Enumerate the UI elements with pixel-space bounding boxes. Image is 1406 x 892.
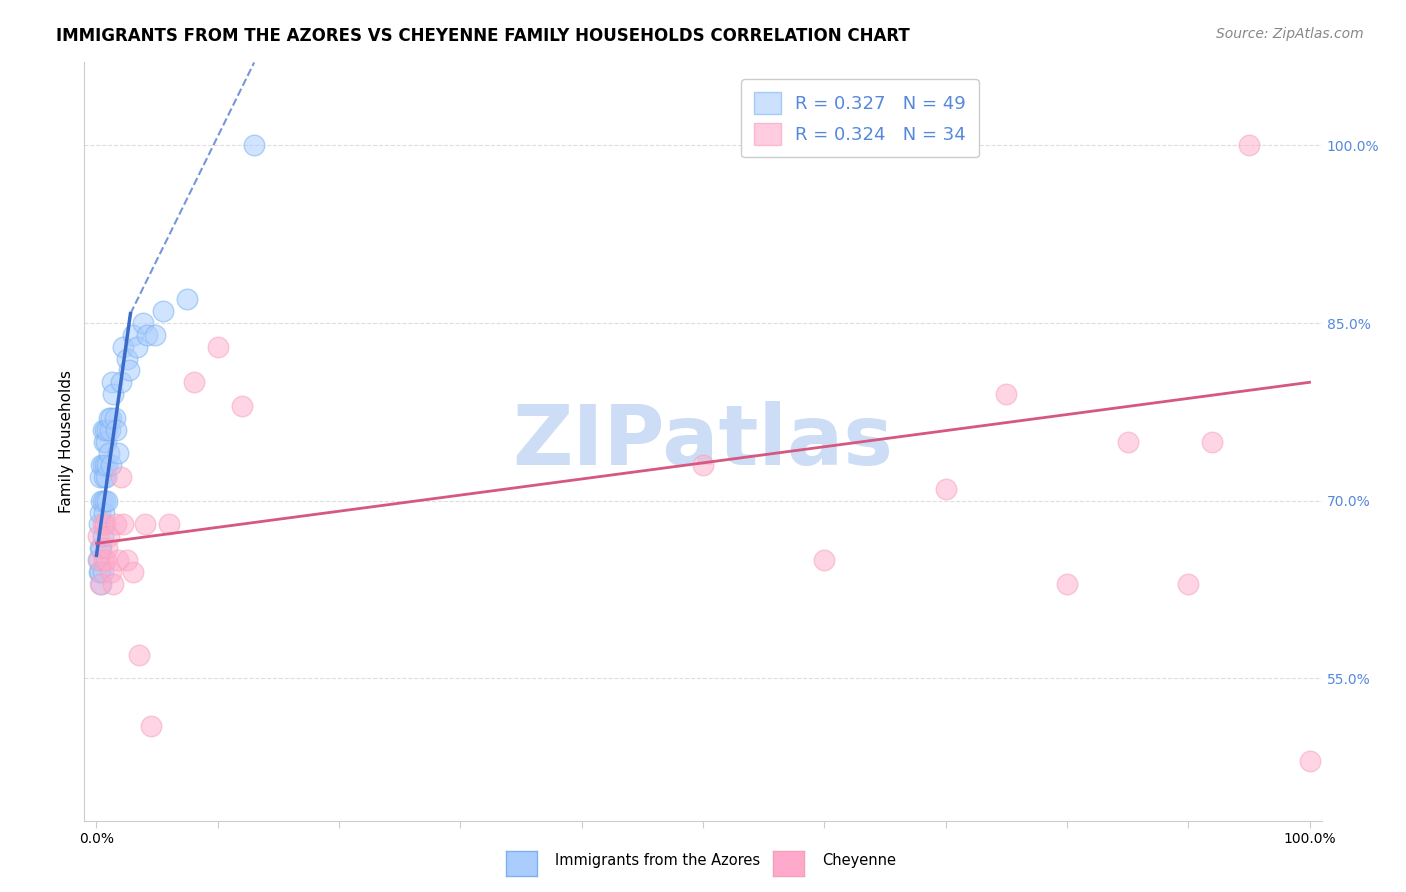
Point — [89, 565, 111, 579]
Point — [1056, 576, 1078, 591]
Point — [97, 410, 120, 425]
Point — [103, 387, 125, 401]
Point — [131, 316, 153, 330]
Point — [86, 553, 108, 567]
Point — [94, 458, 117, 473]
Text: Source: ZipAtlas.com: Source: ZipAtlas.com — [1216, 27, 1364, 41]
Text: Immigrants from the Azores: Immigrants from the Azores — [555, 854, 761, 868]
Point — [91, 493, 114, 508]
Point — [183, 376, 205, 390]
Text: Cheyenne: Cheyenne — [823, 854, 897, 868]
Legend: R = 0.327   N = 49, R = 0.324   N = 34: R = 0.327 N = 49, R = 0.324 N = 34 — [741, 79, 979, 157]
Point — [96, 423, 118, 437]
Point — [87, 565, 110, 579]
Point — [97, 446, 120, 460]
Point — [112, 340, 135, 354]
Point — [93, 506, 115, 520]
Point — [94, 517, 117, 532]
Point — [104, 423, 127, 437]
Point — [136, 327, 159, 342]
Point — [89, 541, 111, 556]
Point — [143, 327, 166, 342]
Point — [128, 648, 150, 662]
Point — [97, 529, 120, 543]
Text: IMMIGRANTS FROM THE AZORES VS CHEYENNE FAMILY HOUSEHOLDS CORRELATION CHART: IMMIGRANTS FROM THE AZORES VS CHEYENNE F… — [56, 27, 910, 45]
Point — [1298, 755, 1320, 769]
Point — [110, 376, 132, 390]
Point — [91, 458, 114, 473]
Point — [122, 565, 145, 579]
Point — [107, 553, 129, 567]
Point — [100, 410, 122, 425]
Point — [96, 434, 118, 449]
Point — [100, 565, 122, 579]
Point — [692, 458, 714, 473]
Point — [125, 340, 148, 354]
Point — [107, 446, 129, 460]
Point — [112, 517, 135, 532]
Point — [87, 517, 110, 532]
Point — [91, 529, 114, 543]
Point — [91, 423, 114, 437]
Point — [134, 517, 156, 532]
Point — [152, 304, 174, 318]
Point — [91, 517, 114, 532]
Point — [1237, 138, 1260, 153]
Point — [122, 327, 145, 342]
Point — [90, 541, 112, 556]
Point — [207, 340, 229, 354]
Point — [103, 576, 125, 591]
Point — [231, 399, 253, 413]
Point — [115, 351, 138, 366]
Point — [243, 138, 266, 153]
Point — [139, 719, 162, 733]
Point — [98, 423, 121, 437]
Point — [86, 529, 108, 543]
Point — [1201, 434, 1223, 449]
Point — [96, 470, 118, 484]
Point — [89, 506, 111, 520]
Y-axis label: Family Households: Family Households — [59, 370, 75, 513]
Point — [101, 376, 124, 390]
Point — [995, 387, 1018, 401]
Point — [90, 576, 112, 591]
Point — [1177, 576, 1199, 591]
Point — [935, 482, 957, 496]
Point — [110, 470, 132, 484]
Point — [94, 493, 117, 508]
Point — [96, 541, 118, 556]
Point — [90, 493, 112, 508]
Point — [93, 434, 115, 449]
Point — [157, 517, 180, 532]
Point — [115, 553, 138, 567]
Point — [96, 458, 118, 473]
Point — [90, 458, 112, 473]
Point — [118, 363, 141, 377]
Point — [93, 553, 115, 567]
Point — [104, 410, 127, 425]
Point — [93, 470, 115, 484]
Point — [87, 553, 110, 567]
Text: ZIPatlas: ZIPatlas — [513, 401, 893, 482]
Point — [94, 423, 117, 437]
Point — [176, 293, 198, 307]
Point — [813, 553, 835, 567]
Point — [1116, 434, 1139, 449]
Point — [104, 517, 127, 532]
Point — [89, 470, 111, 484]
Point — [100, 458, 122, 473]
Point — [96, 553, 118, 567]
Point — [96, 493, 118, 508]
Point — [91, 565, 114, 579]
Point — [89, 576, 111, 591]
